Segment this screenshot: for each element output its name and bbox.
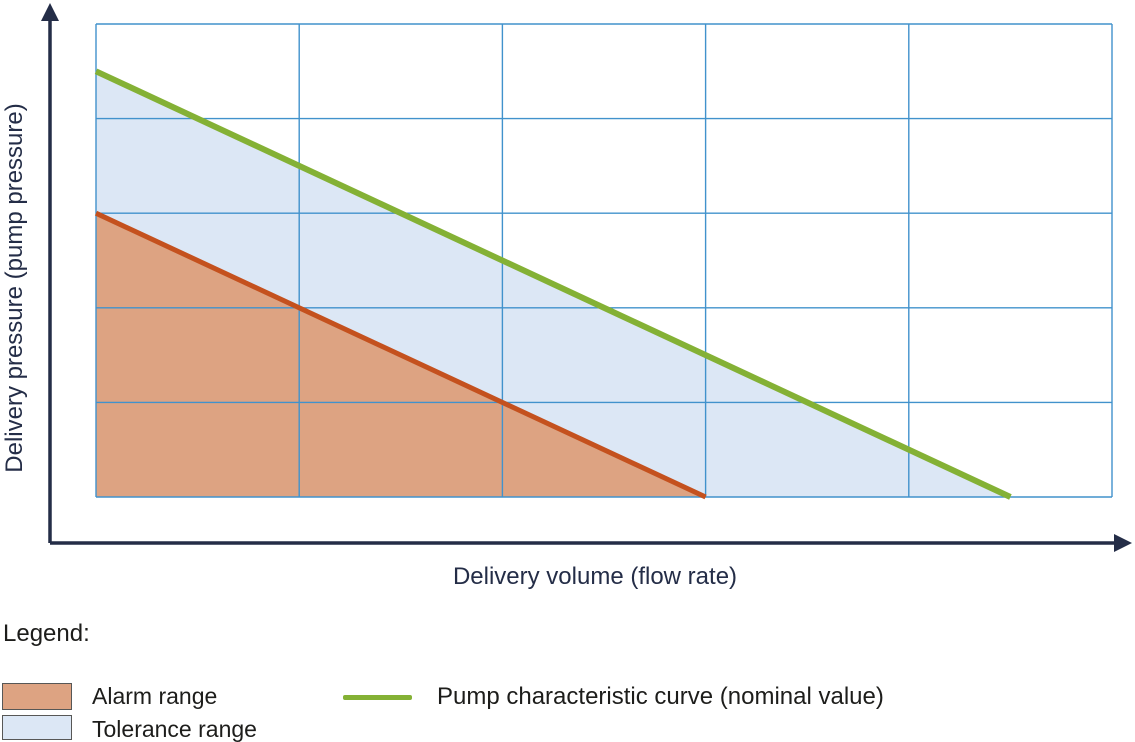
x-axis-arrowhead-icon (1114, 534, 1132, 552)
nominal-curve (94, 68, 1012, 500)
nominal-curve-line-swatch (343, 695, 412, 700)
alarm-limit-curve (94, 210, 707, 500)
y-axis-arrowhead-icon (41, 3, 59, 21)
legend-item-curve-label: Pump characteristic curve (nominal value… (437, 683, 884, 710)
pump-chart-svg (41, 3, 1132, 552)
legend-title: Legend: (3, 620, 90, 647)
legend-item-alarm-label: Alarm range (92, 683, 218, 709)
tolerance-range-swatch (2, 715, 72, 740)
alarm-range-swatch (2, 683, 72, 710)
legend-item-tolerance-label: Tolerance range (92, 716, 257, 742)
x-axis-label: Delivery volume (flow rate) (452, 563, 738, 590)
y-axis-label: Delivery pressure (pump pressure) (1, 103, 28, 473)
